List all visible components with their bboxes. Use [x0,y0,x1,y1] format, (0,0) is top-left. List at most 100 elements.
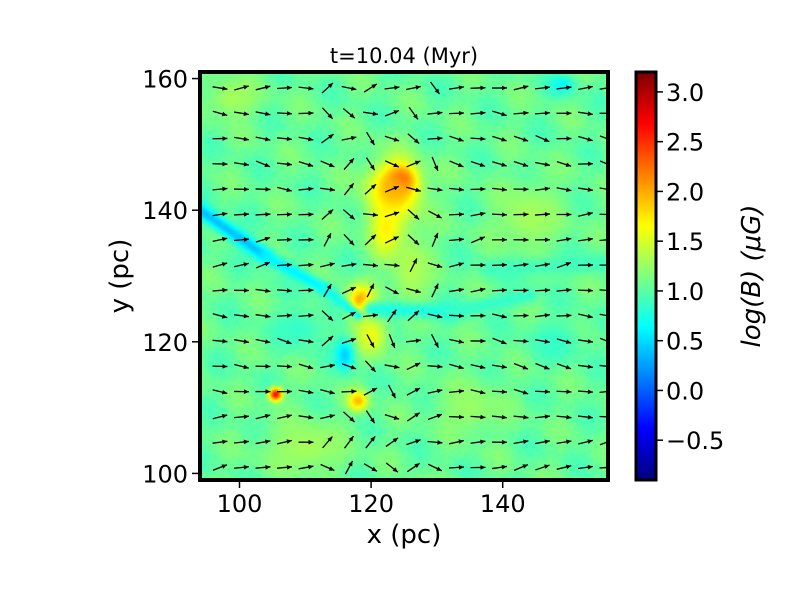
field-vector-arrow [320,363,335,369]
field-vector-arrow [212,262,228,268]
field-vector-arrow [405,338,422,344]
field-vector-arrow [233,161,250,167]
field-vector-arrow [298,110,314,116]
field-vector-arrow [427,364,443,369]
field-vector-arrow [276,288,293,293]
field-vector-arrow [319,187,336,192]
field-vector-arrow [362,313,379,318]
field-vector-arrow [427,110,443,116]
field-vector-arrow [534,237,551,243]
colorbar-tick-label: 2.5 [666,129,704,157]
field-vector-arrow [491,237,508,243]
field-vector-arrow [556,160,572,167]
field-vector-arrow [577,339,594,344]
field-vector-arrow [534,414,551,419]
field-vector-arrow [448,85,465,90]
field-vector-arrow [363,387,378,396]
field-vector-arrow [322,436,333,449]
field-vector-arrow [535,439,550,445]
field-vector-arrow [320,414,335,420]
field-vector-arrow [427,440,443,445]
field-vector-arrow [255,236,271,243]
field-vector-arrow [406,287,421,294]
field-vector-arrow [298,389,314,395]
field-vector-arrow [277,414,292,420]
field-vector-arrow [535,134,550,143]
field-vector-arrow [365,157,376,171]
field-vector-arrow [513,388,529,395]
field-vector-arrow [491,187,508,192]
field-vector-arrow [534,186,551,192]
field-vector-arrow [384,109,400,117]
field-vector-arrow [255,261,271,269]
colorbar-frame [634,70,658,482]
field-vector-arrow [427,187,443,192]
field-vector-arrow [276,161,293,167]
field-vector-arrow [366,283,375,298]
colorbar-tick-label: 0.5 [666,328,704,356]
field-vector-arrow [513,212,529,217]
colorbar-tick-label: 1.5 [666,228,704,256]
field-vector-arrow [212,439,228,445]
field-vector-arrow [578,135,593,142]
field-vector-arrow [448,237,465,242]
field-vector-arrow [513,186,529,192]
field-vector-arrow [431,334,439,348]
field-vector-arrow [470,465,486,470]
field-vector-arrow [470,85,486,91]
field-vector-arrow [344,435,354,449]
field-vector-arrow [341,389,357,394]
field-vector-arrow [343,157,355,170]
field-vector-arrow [534,389,551,395]
field-vector-arrow [212,313,228,319]
colorbar-tick-label: 2.0 [666,178,704,206]
field-vector-arrow [385,437,399,448]
field-vector-arrow [470,363,486,370]
field-vector-arrow [409,258,418,273]
field-vector-arrow [384,85,400,90]
field-vector-arrow [406,439,421,446]
y-tick-label: 160 [142,66,188,94]
field-vector-arrow [492,135,507,142]
field-vector-arrow [470,313,486,318]
field-vector-arrow [212,110,228,117]
field-vector-arrow [556,110,572,116]
field-vector-arrow [534,212,551,217]
field-vector-arrow [362,263,379,268]
magnetic-field-map [200,72,608,480]
field-vector-arrow [431,283,439,298]
field-vector-arrow [212,364,228,369]
field-vector-arrow [513,262,529,268]
field-vector-arrow [470,389,486,395]
field-vector-arrow [535,161,550,167]
field-vector-arrow [470,110,486,116]
field-vector-arrow [556,414,572,420]
field-vector-arrow [342,311,356,320]
field-vector-arrow [513,362,529,370]
field-vector-arrow [320,262,335,268]
field-vector-arrow [233,237,250,242]
field-vector-arrow [470,287,486,293]
field-vector-arrow [323,283,332,298]
field-vector-arrow [366,131,375,146]
field-vector-arrow [406,387,421,396]
field-vector-arrow [298,237,314,243]
field-vector-arrow [255,414,271,420]
colorbar-tick-label: −0.5 [666,427,724,455]
field-vector-arrow [276,136,293,142]
colorbar-tick-label: 0.0 [666,377,704,405]
field-vector-arrow [513,338,529,344]
field-vector-arrow [407,234,420,246]
field-vector-arrow [556,287,572,293]
field-vector-arrow [233,313,250,319]
field-vector-arrow [276,85,293,91]
field-vector-arrow [233,288,250,293]
field-vector-arrow [341,262,357,267]
field-vector-arrow [276,237,293,242]
field-vector-arrow [578,313,593,319]
field-vector-arrow [343,233,355,246]
field-vector-arrow [298,86,314,91]
field-vector-arrow [384,263,400,268]
field-vector-arrow [491,212,508,217]
